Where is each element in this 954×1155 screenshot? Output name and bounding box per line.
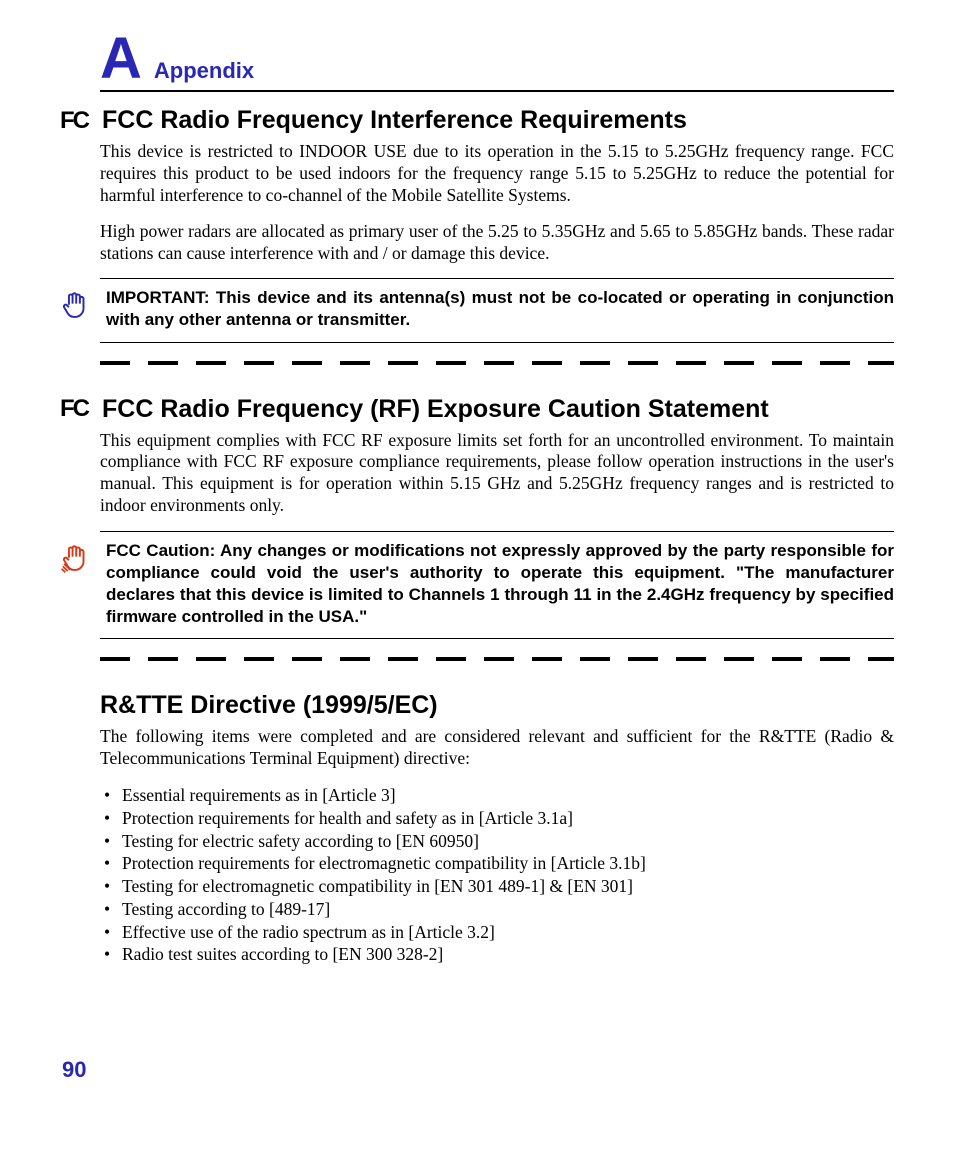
list-item: Protection requirements for health and s… bbox=[122, 807, 894, 830]
callout-text: IMPORTANT: This device and its antenna(s… bbox=[106, 287, 894, 331]
section-title: FCC Radio Frequency (RF) Exposure Cautio… bbox=[102, 395, 769, 424]
body-paragraph: High power radars are allocated as prima… bbox=[100, 221, 894, 265]
important-callout: IMPORTANT: This device and its antenna(s… bbox=[100, 278, 894, 342]
page-header: A Appendix bbox=[100, 30, 894, 92]
hand-icon bbox=[60, 287, 92, 331]
list-item: Essential requirements as in [Article 3] bbox=[122, 784, 894, 807]
fcc-icon: FC bbox=[60, 395, 94, 423]
appendix-letter: A bbox=[100, 30, 142, 88]
body-paragraph: The following items were completed and a… bbox=[100, 726, 894, 770]
section-fcc-exposure: FC FCC Radio Frequency (RF) Exposure Cau… bbox=[100, 395, 894, 640]
dashed-divider bbox=[100, 657, 894, 661]
section-fcc-interference: FC FCC Radio Frequency Interference Requ… bbox=[100, 106, 894, 343]
section-title: FCC Radio Frequency Interference Require… bbox=[102, 106, 687, 135]
dashed-divider bbox=[100, 361, 894, 365]
list-item: Testing according to [489-17] bbox=[122, 898, 894, 921]
section-head: FC FCC Radio Frequency (RF) Exposure Cau… bbox=[100, 395, 894, 424]
list-item: Protection requirements for electromagne… bbox=[122, 852, 894, 875]
warning-hand-icon bbox=[60, 540, 92, 628]
fcc-icon: FC bbox=[60, 107, 94, 135]
section-title: R&TTE Directive (1999/5/EC) bbox=[100, 691, 438, 720]
section-rtte: R&TTE Directive (1999/5/EC) The followin… bbox=[100, 691, 894, 966]
body-paragraph: This equipment complies with FCC RF expo… bbox=[100, 430, 894, 518]
list-item: Testing for electric safety according to… bbox=[122, 830, 894, 853]
callout-text: FCC Caution: Any changes or modification… bbox=[106, 540, 894, 628]
list-item: Testing for electromagnetic compatibilit… bbox=[122, 875, 894, 898]
caution-callout: FCC Caution: Any changes or modification… bbox=[100, 531, 894, 639]
section-head: FC FCC Radio Frequency Interference Requ… bbox=[100, 106, 894, 135]
page-number: 90 bbox=[62, 1057, 86, 1083]
list-item: Radio test suites according to [EN 300 3… bbox=[122, 943, 894, 966]
list-item: Effective use of the radio spectrum as i… bbox=[122, 921, 894, 944]
body-paragraph: This device is restricted to INDOOR USE … bbox=[100, 141, 894, 207]
bullet-list: Essential requirements as in [Article 3]… bbox=[100, 784, 894, 966]
appendix-title: Appendix bbox=[154, 58, 254, 84]
section-head: R&TTE Directive (1999/5/EC) bbox=[100, 691, 894, 720]
